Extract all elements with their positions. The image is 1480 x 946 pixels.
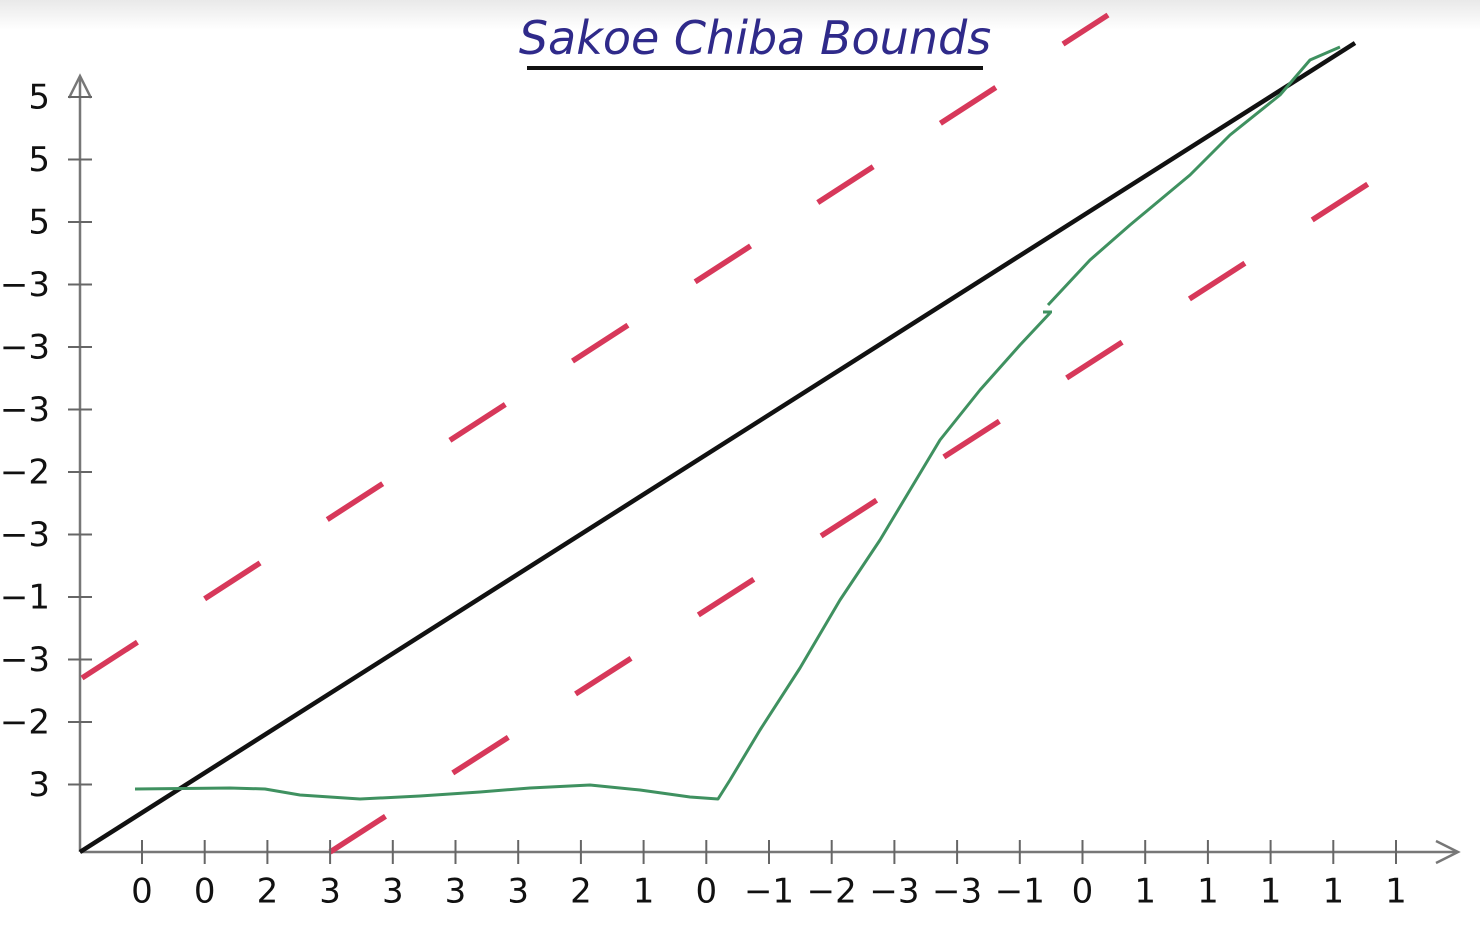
axes — [67, 73, 1461, 865]
y-arrow — [67, 73, 93, 99]
x-label: −1 — [744, 872, 794, 912]
y-label: −3 — [0, 515, 50, 555]
y-label: −3 — [0, 390, 50, 430]
y-label: −3 — [0, 640, 50, 680]
x-label: 1 — [1197, 872, 1219, 912]
top-shade — [0, 0, 1480, 30]
y-label: −3 — [0, 265, 50, 305]
x-label: 0 — [695, 872, 717, 912]
x-label: −3 — [932, 872, 982, 912]
x-label: 1 — [633, 872, 655, 912]
x-label: 1 — [1385, 872, 1407, 912]
warping-path — [134, 45, 1341, 801]
x-label: 1 — [1322, 872, 1344, 912]
x-label: 2 — [257, 872, 279, 912]
x-label: −3 — [869, 872, 919, 912]
x-arrow — [1435, 839, 1461, 865]
y-label: 5 — [28, 140, 50, 180]
x-label: 3 — [445, 872, 467, 912]
y-label: −3 — [0, 328, 50, 368]
diagonal — [78, 41, 1357, 854]
y-label: −1 — [0, 578, 50, 618]
lower-bound — [328, 181, 1370, 855]
x-label: 1 — [1134, 872, 1156, 912]
x-label: 0 — [194, 872, 216, 912]
x-label: −2 — [807, 872, 857, 912]
x-label: 0 — [131, 872, 153, 912]
y-label: −2 — [0, 453, 50, 493]
upper-bound — [80, 12, 1110, 681]
y-label: −2 — [0, 703, 50, 743]
x-label: 3 — [507, 872, 529, 912]
x-label: 3 — [382, 872, 404, 912]
x-label: 1 — [1260, 872, 1282, 912]
x-label: 2 — [570, 872, 592, 912]
x-label: 0 — [1072, 872, 1094, 912]
x-label: −1 — [995, 872, 1045, 912]
x-label: 3 — [319, 872, 341, 912]
title: Sakoe Chiba Bounds — [519, 11, 991, 65]
y-label: 5 — [28, 78, 50, 118]
y-label: 3 — [28, 765, 50, 805]
y-label: 5 — [28, 203, 50, 243]
